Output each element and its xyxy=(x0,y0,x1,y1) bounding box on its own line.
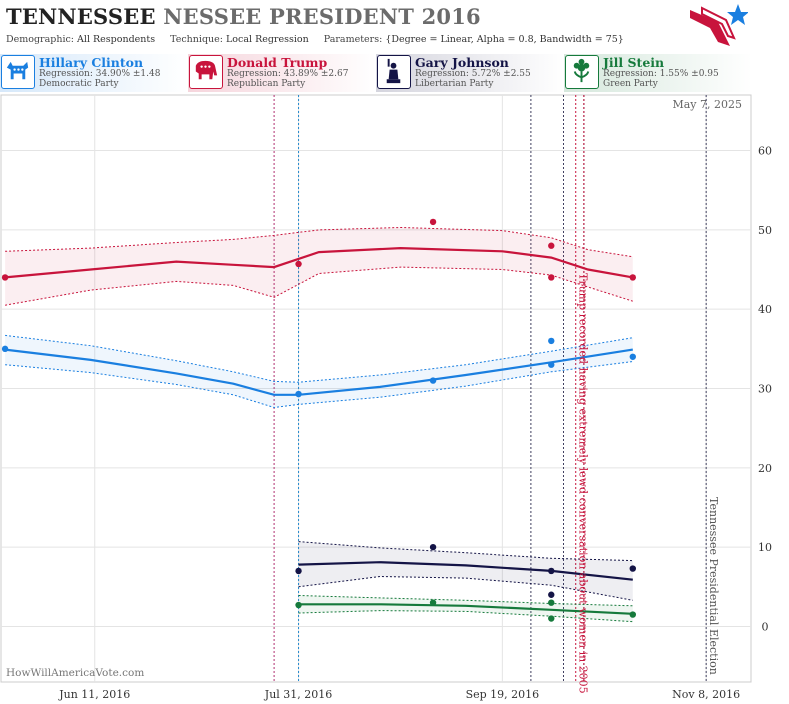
data-point xyxy=(548,361,555,368)
parameters-line: Demographic: All Respondents Technique: … xyxy=(6,34,624,45)
data-point xyxy=(1,345,9,353)
data-point xyxy=(295,260,302,268)
candidate-regression: Regression: 34.90% ±1.48 xyxy=(39,69,161,79)
candidate-regression: Regression: 1.55% ±0.95 xyxy=(603,69,719,79)
data-point xyxy=(629,611,636,618)
series-gary-johnson xyxy=(295,541,636,601)
elephant-icon xyxy=(189,55,223,89)
candidate-party: Green Party xyxy=(603,79,658,89)
lower-bound-line xyxy=(5,361,633,409)
candidate-name: Jill Stein xyxy=(603,55,665,70)
data-point xyxy=(548,567,555,575)
technique-label: Technique: xyxy=(170,34,223,45)
x-tick-label: Nov 8, 2016 xyxy=(672,688,740,701)
x-tick-label: Jul 31, 2016 xyxy=(264,688,333,701)
data-point xyxy=(548,274,555,281)
annotation-label: Trump recorded having extremely lewd con… xyxy=(577,273,590,694)
upper-bound-line xyxy=(298,595,633,607)
y-tick-label: 30 xyxy=(758,383,772,396)
upper-bound-line xyxy=(5,334,633,383)
trend-line xyxy=(4,348,633,396)
y-tick-label: 10 xyxy=(758,541,772,554)
series-hillary-clinton xyxy=(1,334,636,409)
data-point xyxy=(548,242,555,249)
page-title: TENNESSEE NESSEE PRESIDENT 2016 xyxy=(6,4,481,29)
y-tick-label: 40 xyxy=(758,303,772,316)
data-point xyxy=(295,601,302,609)
flower-icon xyxy=(565,55,599,89)
technique-value: Local Regression xyxy=(226,34,309,45)
parameters-label: Parameters: xyxy=(323,34,383,45)
confidence-band xyxy=(5,227,633,306)
candidate-name: Gary Johnson xyxy=(415,55,509,70)
y-tick-label: 60 xyxy=(758,145,772,158)
lower-bound-line xyxy=(298,575,633,601)
candidate-legend: Hillary Clinton Regression: 34.90% ±1.48… xyxy=(0,54,789,92)
data-point xyxy=(429,543,437,551)
upper-bound-line xyxy=(5,226,633,258)
data-point xyxy=(548,599,555,606)
candidate-party: Democratic Party xyxy=(39,79,119,89)
title-race: NESSEE PRESIDENT 2016 xyxy=(163,4,481,29)
data-point xyxy=(429,218,437,226)
demographic-value: All Respondents xyxy=(77,34,156,45)
trend-line xyxy=(298,561,633,581)
annotation-label: Tennessee Presidential Election xyxy=(707,497,720,675)
confidence-band xyxy=(298,595,633,622)
watermark: HowWillAmericaVote.com xyxy=(6,667,145,679)
candidate-party: Libertarian Party xyxy=(415,79,494,89)
trend-line xyxy=(298,603,633,615)
y-tick-label: 20 xyxy=(758,462,772,475)
donkey-icon xyxy=(1,55,35,89)
parameters-value: {Degree = Linear, Alpha = 0.8, Bandwidth… xyxy=(385,34,624,45)
candidate-regression: Regression: 5.72% ±2.55 xyxy=(415,69,531,79)
series-donald-trump xyxy=(1,218,636,306)
data-point xyxy=(1,274,9,281)
demographic-label: Demographic: xyxy=(6,34,75,45)
liberty-icon xyxy=(377,55,411,89)
upper-bound-line xyxy=(298,541,633,562)
data-point xyxy=(429,377,437,384)
series-jill-stein xyxy=(295,595,636,623)
lower-bound-line xyxy=(298,610,633,623)
data-point xyxy=(429,599,437,606)
confidence-band xyxy=(298,541,633,601)
x-tick-label: Jun 11, 2016 xyxy=(58,688,130,701)
candidate-name: Donald Trump xyxy=(227,55,328,70)
title-state: TENNESSEE xyxy=(6,4,156,29)
y-tick-label: 50 xyxy=(758,224,772,237)
data-point xyxy=(295,390,302,398)
date-label: May 7, 2025 xyxy=(672,98,742,111)
lower-bound-line xyxy=(5,266,633,306)
x-tick-label: Sep 19, 2016 xyxy=(466,688,540,701)
trend-line xyxy=(4,246,633,279)
data-point xyxy=(548,591,555,598)
candidate-party: Republican Party xyxy=(227,79,306,89)
y-tick-label: 0 xyxy=(762,620,769,633)
candidate-name: Hillary Clinton xyxy=(39,55,144,70)
candidate-regression: Regression: 43.89% ±2.67 xyxy=(227,69,349,79)
data-point xyxy=(629,353,636,360)
data-point xyxy=(295,567,302,575)
site-logo-icon xyxy=(690,4,748,46)
data-point xyxy=(629,274,636,281)
data-point xyxy=(548,615,555,622)
data-point xyxy=(629,565,636,572)
data-point xyxy=(548,337,555,345)
